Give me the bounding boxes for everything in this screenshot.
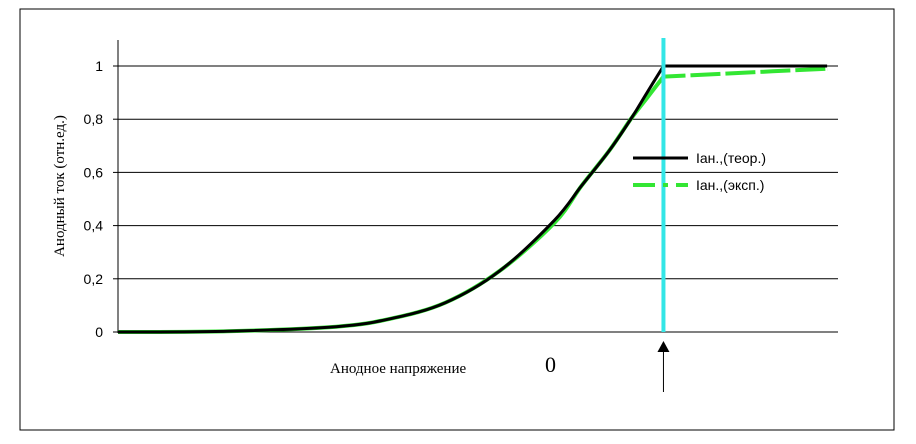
y-tick-label: 0,4 — [84, 218, 104, 234]
y-tick-label: 1 — [95, 58, 103, 74]
series-lines — [117, 64, 828, 334]
series-line-theory — [117, 64, 828, 334]
legend: Iан.,(теор.) Iан.,(эксп.) — [633, 150, 766, 193]
legend-label: Iан.,(теор.) — [696, 150, 766, 166]
x-axis-title: Анодное напряжение — [330, 361, 466, 377]
y-axis-ticks: 0 0,2 0,4 0,6 0,8 1 — [84, 58, 118, 340]
y-tick-label: 0 — [95, 324, 103, 340]
chart-border — [19, 8, 895, 431]
zero-label: 0 — [545, 352, 556, 377]
zero-arrow-head — [657, 341, 670, 352]
legend-label: Iан.,(эксп.) — [696, 177, 764, 193]
y-axis-title: Анодный ток (отн.ед.) — [52, 115, 68, 257]
y-tick-label: 0,6 — [84, 164, 104, 180]
y-tick-label: 0,8 — [84, 111, 104, 127]
y-tick-label: 0,2 — [84, 271, 104, 287]
